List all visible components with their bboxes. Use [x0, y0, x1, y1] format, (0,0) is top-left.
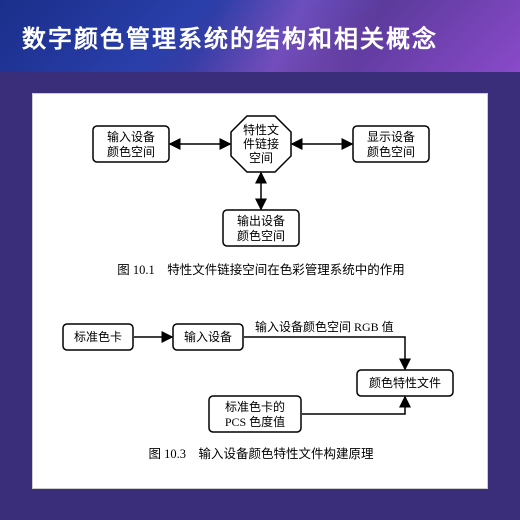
node-device-text: 输入设备 — [184, 329, 232, 344]
node-display-line2: 颜色空间 — [367, 144, 415, 159]
diagram-1: 输入设备 颜色空间 特性文 件链接 空间 显示设备 颜色空间 输出设备 颜色空间… — [93, 116, 429, 277]
diagram-2: 标准色卡 输入设备 标准色卡的 PCS 色度值 颜色特性文件 输入设备颜色空间 … — [63, 319, 453, 461]
node-profile-text: 颜色特性文件 — [369, 375, 441, 390]
header-banner: 数字颜色管理系统的结构和相关概念 — [0, 0, 520, 72]
node-pcs-line1: 特性文 — [243, 122, 279, 137]
node-output-line1: 输出设备 — [237, 213, 285, 228]
node-pcs-line3: 空间 — [249, 151, 273, 165]
node-display-line1: 显示设备 — [367, 130, 415, 144]
diagram-2-caption: 图 10.3 输入设备颜色特性文件构建原理 — [148, 446, 374, 461]
node-pcs-line2: 件链接 — [243, 136, 279, 151]
diagram-1-caption: 图 10.1 特性文件链接空间在色彩管理系统中的作用 — [117, 262, 405, 277]
diagram-svg: 输入设备 颜色空间 特性文 件链接 空间 显示设备 颜色空间 输出设备 颜色空间… — [33, 94, 489, 490]
diagram-panel: 输入设备 颜色空间 特性文 件链接 空间 显示设备 颜色空间 输出设备 颜色空间… — [32, 93, 488, 489]
page-title: 数字颜色管理系统的结构和相关概念 — [22, 19, 438, 54]
node-output-line2: 颜色空间 — [237, 228, 285, 243]
edge-device-profile — [244, 337, 405, 369]
node-pcsval-line1: 标准色卡的 — [225, 399, 285, 414]
node-pcsval-line2: PCS 色度值 — [225, 414, 285, 429]
edge-pcsval-profile — [302, 397, 405, 414]
node-card-text: 标准色卡 — [74, 330, 122, 344]
node-input-line2: 颜色空间 — [107, 144, 155, 159]
node-input-line1: 输入设备 — [107, 129, 155, 144]
edge-label-rgb: 输入设备颜色空间 RGB 值 — [255, 319, 394, 334]
